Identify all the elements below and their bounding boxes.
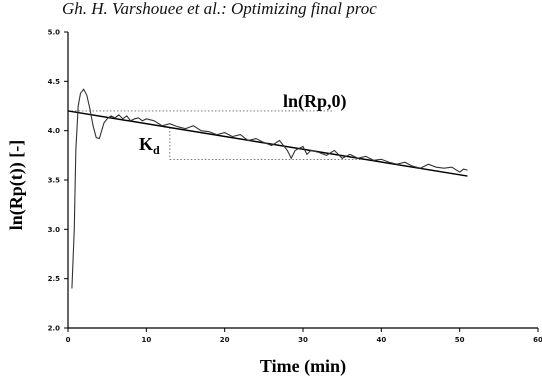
x-axis-label: Time (min) xyxy=(260,356,346,376)
slope-annotation-main: K xyxy=(139,134,153,154)
slope-annotation: Kd xyxy=(139,134,160,157)
y-tick-label: 2.5 xyxy=(48,275,61,283)
x-tick-label: 10 xyxy=(141,336,151,344)
guide-lines xyxy=(68,110,366,160)
y-axis-label: ln(Rp(t)) [-] xyxy=(6,140,27,230)
y-tick-label: 5.0 xyxy=(48,29,61,37)
header-text: Gh. H. Varshouee et al.: Optimizing fina… xyxy=(62,0,377,18)
y-tick-label: 4.0 xyxy=(48,127,61,135)
plot-area: 0 10 20 30 40 50 60 2.0 2.5 3.0 3.5 4.0 4.5 5.0 xyxy=(48,29,542,345)
y-tick-label: 3.0 xyxy=(48,226,61,234)
data-series xyxy=(67,88,468,289)
x-tick-label: 30 xyxy=(298,336,308,344)
x-tick-label: 50 xyxy=(455,336,465,344)
y-tick-label: 4.5 xyxy=(48,78,61,86)
x-tick-label: 20 xyxy=(220,336,230,344)
axis-ticks: 0 10 20 30 40 50 60 2.0 2.5 3.0 3.5 4.0 4.5 5.0 xyxy=(48,29,542,345)
x-tick-label: 0 xyxy=(66,336,71,344)
intercept-annotation: ln(Rp,0) xyxy=(283,91,347,112)
slope-annotation-sub: d xyxy=(153,143,160,157)
measured-curve xyxy=(71,88,468,289)
y-tick-label: 3.5 xyxy=(48,177,61,185)
y-tick-label: 2.0 xyxy=(48,325,61,333)
x-tick-label: 60 xyxy=(533,336,542,344)
x-tick-label: 40 xyxy=(376,336,386,344)
